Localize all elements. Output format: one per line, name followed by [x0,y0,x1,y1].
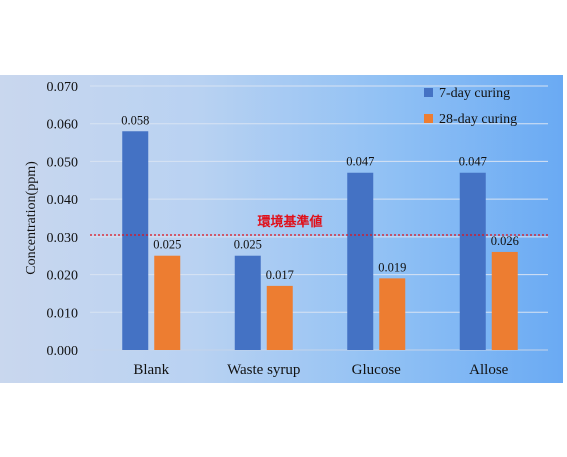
legend-swatch [424,114,433,123]
reference-line-group: 環境基準値 [90,214,548,236]
y-tick-label: 0.020 [47,269,79,284]
data-label: 0.058 [121,113,149,127]
bar [491,251,518,350]
x-tick-label: Allose [469,362,509,378]
data-label: 0.026 [491,234,519,248]
y-tick-label: 0.050 [47,155,79,170]
legend-label: 7-day curing [439,86,510,101]
axes: 0.000 0.010 0.020 0.030 0.040 0.050 0.060 0.070… [24,80,548,378]
bar [347,172,374,350]
y-tick-label: 0.030 [47,231,79,246]
data-label: 0.017 [266,268,294,282]
data-label: 0.025 [234,238,262,252]
y-tick-label: 0.010 [47,306,79,321]
y-axis-title: Concentration(ppm) [24,161,39,275]
data-label: 0.025 [153,238,181,252]
y-tick-label: 0.000 [47,344,79,359]
y-tick-label: 0.040 [47,193,79,208]
bars [122,131,518,350]
bar [154,255,181,350]
data-labels: 0.058 0.025 0.047 0.047 0.025 0.017 0.019 0.026 [121,113,519,282]
bar [234,255,261,350]
data-label: 0.047 [459,155,487,169]
data-label: 0.047 [346,155,374,169]
bar [459,172,486,350]
reference-line-label: 環境基準値 [257,214,322,230]
bar [379,278,406,350]
y-tick-label: 0.070 [47,80,79,95]
data-label: 0.019 [378,260,406,274]
legend-swatch [424,88,433,97]
bar [122,131,149,350]
x-tick-label: Waste syrup [227,362,300,378]
legend-label: 28-day curing [439,112,517,127]
bar [266,285,293,350]
y-tick-label: 0.060 [47,118,79,133]
legend: 7-day curing 28-day curing [424,86,517,127]
x-tick-label: Blank [133,362,169,378]
x-tick-label: Glucose [352,362,401,378]
